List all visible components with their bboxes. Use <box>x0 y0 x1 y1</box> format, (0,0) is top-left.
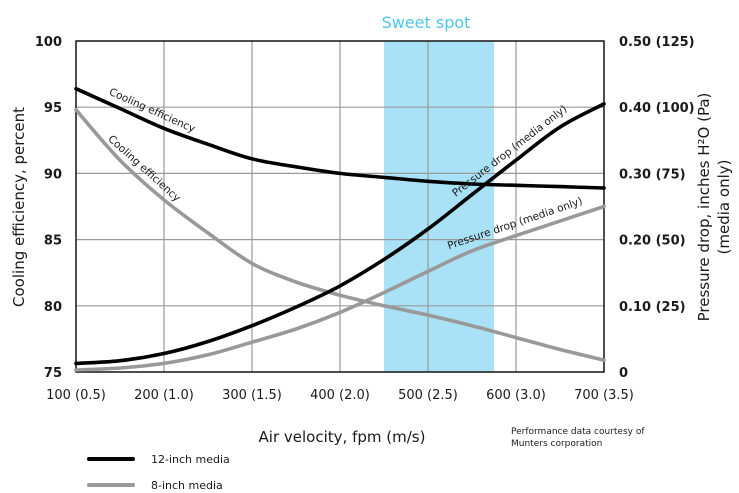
y-right-tick-label-3: 0.30 (75) <box>619 167 686 182</box>
y-right-tick-label-4: 0.40 (100) <box>619 101 695 116</box>
x-tick-label-2: 300 (1.5) <box>222 388 282 403</box>
y-right-tick-label-0: 0 <box>619 366 628 381</box>
curve-label-efficiency-8-inch: Cooling efficiency <box>105 133 182 204</box>
credit-line-2: Munters corporation <box>511 439 602 449</box>
sweet-spot-band <box>384 41 494 372</box>
credit-line-1: Performance data courtesy of <box>511 427 645 437</box>
y-right-tick-label-1: 0.10 (25) <box>619 300 686 315</box>
y-right-tick-label-5: 0.50 (125) <box>619 35 695 50</box>
y-left-tick-label-2: 85 <box>44 234 62 249</box>
x-tick-label-5: 600 (3.0) <box>486 388 546 403</box>
x-tick-label-3: 400 (2.0) <box>310 388 370 403</box>
y-axis-right-title-line2: (media only) <box>715 160 733 255</box>
legend: 12-inch media 8-inch media <box>87 453 230 492</box>
y-axis-right-title: Pressure drop, inches H²O (Pa) <box>695 93 713 322</box>
legend-label-12-inch: 12-inch media <box>151 453 230 466</box>
series-line-pressure-12-inch <box>74 102 606 366</box>
grid <box>75 40 605 373</box>
x-tick-label-1: 200 (1.0) <box>134 388 194 403</box>
series-line-efficiency-12-inch <box>74 86 606 190</box>
legend-label-8-inch: 8-inch media <box>151 479 223 492</box>
x-axis-title: Air velocity, fpm (m/s) <box>259 428 426 446</box>
x-tick-label-4: 500 (2.5) <box>398 388 458 403</box>
y-left-tick-label-1: 80 <box>44 300 62 315</box>
y-right-tick-label-2: 0.20 (50) <box>619 234 686 249</box>
y-left-tick-label-5: 100 <box>35 35 62 50</box>
y-left-tick-label-0: 75 <box>44 366 62 381</box>
x-tick-label-0: 100 (0.5) <box>46 388 106 403</box>
series-line-efficiency-8-inch <box>74 108 606 362</box>
y-left-tick-label-3: 90 <box>44 167 62 182</box>
series-line-pressure-8-inch <box>74 204 606 372</box>
y-left-tick-label-4: 95 <box>44 101 62 116</box>
sweet-spot-label: Sweet spot <box>382 13 471 32</box>
x-tick-label-6: 700 (3.5) <box>574 388 634 403</box>
y-axis-left-title: Cooling efficiency, percent <box>10 107 28 307</box>
tick-labels: 100 (0.5) 200 (1.0) 300 (1.5) 400 (2.0) 500 … <box>35 35 695 403</box>
